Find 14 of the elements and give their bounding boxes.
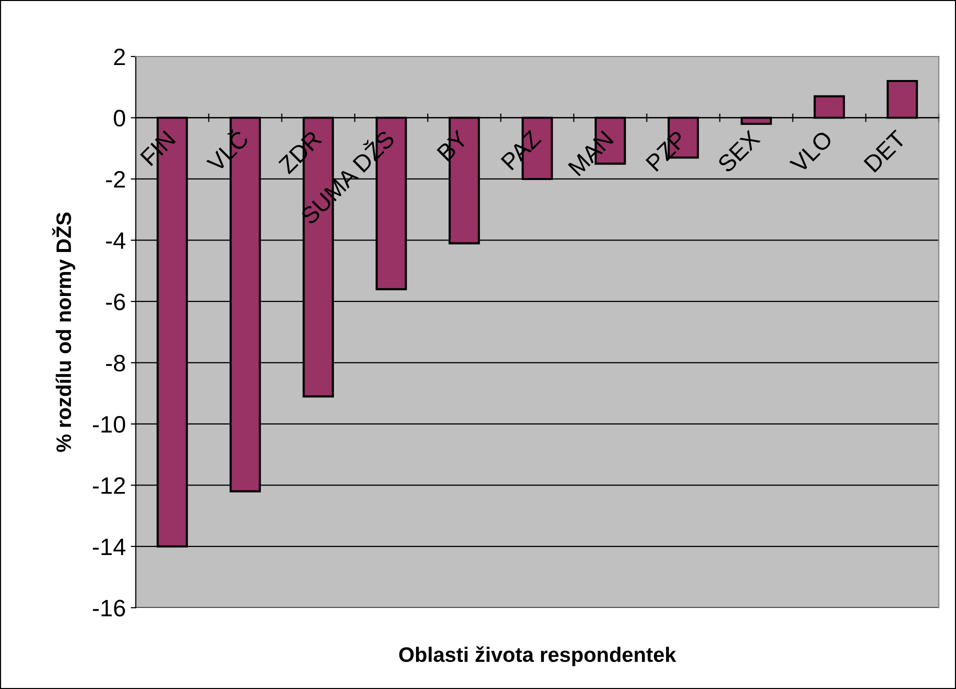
y-tick-label: -4 [106,232,126,249]
x-axis-title: Oblasti života respondentek [399,646,676,666]
y-tick-label: -6 [106,294,125,310]
y-tick-label: -14 [92,538,126,556]
y-tick-label: -12 [92,477,125,494]
y-tick-label: -2 [106,171,125,188]
x-tick-label: VLO [789,130,834,174]
y-axis-title: % rozdílu od normy DŽS [52,212,76,452]
x-tick-label: PZP [645,130,688,172]
y-tick-label: 0 [114,110,126,127]
y-tick-label: -10 [92,416,126,433]
y-tick-label: 2 [114,48,125,66]
y-tick-label: -16 [92,600,125,616]
y-tick-label: -8 [106,354,126,372]
